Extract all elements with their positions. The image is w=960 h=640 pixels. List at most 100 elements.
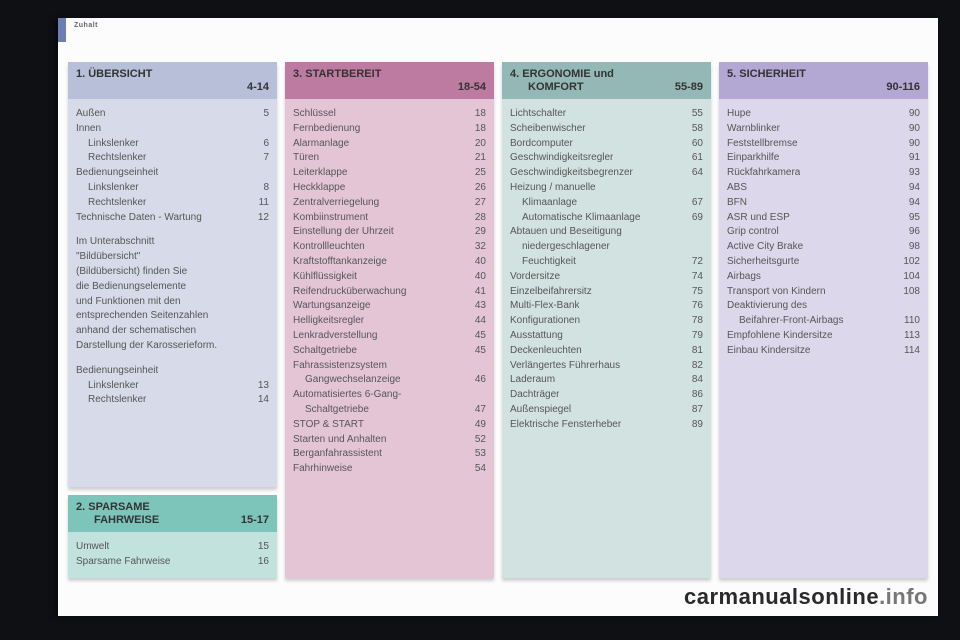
panel-title-2: KOMFORT — [510, 81, 584, 93]
toc-page: 47 — [469, 403, 486, 418]
toc-page: 67 — [686, 196, 703, 211]
toc-page: 64 — [686, 166, 703, 181]
panel-uebersicht: 1. ÜBERSICHT 4-14 Außen5InnenLinkslenker… — [68, 62, 277, 487]
toc-page: 84 — [686, 373, 703, 388]
toc-row: Kontrollleuchten32 — [293, 240, 486, 255]
toc-page: 20 — [469, 137, 486, 152]
toc-page: 8 — [257, 181, 269, 196]
toc-page: 90 — [903, 122, 920, 137]
toc-row: Kombiinstrument 28 — [293, 211, 486, 226]
toc-row: Lichtschalter55 — [510, 107, 703, 122]
toc-page: 26 — [469, 181, 486, 196]
toc-label: Reifendrucküberwachung — [293, 285, 406, 300]
panel-head: 3. STARTBEREIT 18-54 — [285, 62, 494, 99]
toc-label: ASR und ESP — [727, 211, 790, 226]
toc-page: 90 — [903, 137, 920, 152]
toc-row: Feuchtigkeit72 — [510, 255, 703, 270]
toc-label: Kontrollleuchten — [293, 240, 365, 255]
toc-page: 29 — [469, 225, 486, 240]
toc-label: Laderaum — [510, 373, 555, 388]
toc-label: STOP & START — [293, 418, 364, 433]
toc-label: Lenkradverstellung — [293, 329, 378, 344]
panel-body: Umwelt15Sparsame Fahrweise16 — [68, 532, 277, 578]
toc-page: 69 — [686, 211, 703, 226]
toc-page: 21 — [469, 151, 486, 166]
toc-page: 11 — [253, 196, 269, 211]
toc-label: Airbags — [727, 270, 761, 285]
toc-row: Heizung / manuelle — [510, 181, 703, 196]
toc-label: Warnblinker — [727, 122, 780, 137]
toc-row: Multi-Flex-Bank76 — [510, 299, 703, 314]
toc-label: Schlüssel — [293, 107, 336, 122]
panel-range: 90-116 — [727, 81, 920, 93]
toc-page: 28 — [469, 211, 486, 226]
toc-row: Feststellbremse90 — [727, 137, 920, 152]
toc-label: Außen — [76, 107, 105, 122]
toc-row: Technische Daten - Wartung12 — [76, 211, 269, 226]
toc-row: Reifendrucküberwachung41 — [293, 285, 486, 300]
toc-label: Linkslenker — [76, 137, 139, 152]
toc-row: Vordersitze 74 — [510, 270, 703, 285]
toc-page: 40 — [469, 255, 486, 270]
toc-row: Linkslenker6 — [76, 137, 269, 152]
toc-row: Deaktivierung des — [727, 299, 920, 314]
toc-label: Kombiinstrument — [293, 211, 368, 226]
para-line: entsprechenden Seitenzahlen — [76, 309, 269, 324]
toc-page — [697, 181, 703, 196]
toc-page: 61 — [686, 151, 703, 166]
toc-row: Deckenleuchten81 — [510, 344, 703, 359]
toc-row: Linkslenker8 — [76, 181, 269, 196]
toc-label: Deckenleuchten — [510, 344, 582, 359]
toc-page: 72 — [686, 255, 703, 270]
panel-head: 1. ÜBERSICHT 4-14 — [68, 62, 277, 99]
toc-label: Vordersitze — [510, 270, 560, 285]
toc-row: niedergeschlagener — [510, 240, 703, 255]
toc-page: 44 — [469, 314, 486, 329]
toc-row: Automatische Klimaanlage69 — [510, 211, 703, 226]
toc-row: Rechtslenker11 — [76, 196, 269, 211]
toc-label: Lichtschalter — [510, 107, 566, 122]
watermark: carmanualsonline.info — [684, 584, 928, 610]
toc-page: 13 — [252, 379, 269, 394]
toc-page: 53 — [469, 447, 486, 462]
col-3: 4. ERGONOMIE und KOMFORT 55-89 Lichtscha… — [502, 62, 711, 578]
toc-row: Innen — [76, 122, 269, 137]
panel-title-2: FAHRWEISE — [76, 514, 159, 526]
toc-page: 86 — [686, 388, 703, 403]
toc-row: Fahrhinweise54 — [293, 462, 486, 477]
toc-paragraph: Im Unterabschnitt"Bildübersicht"(Bildübe… — [76, 235, 269, 353]
toc-label: Schaltgetriebe — [293, 403, 369, 418]
toc-label: Hupe — [727, 107, 751, 122]
toc-label: Einstellung der Uhrzeit — [293, 225, 394, 240]
toc-label: Rechtslenker — [76, 151, 146, 166]
toc-row: Geschwindigkeitsregler61 — [510, 151, 703, 166]
toc-page: 74 — [686, 270, 703, 285]
toc-row: Abtauen und Beseitigung — [510, 225, 703, 240]
panel-body: Hupe 90 Warnblinker 90Feststellbremse90Einp… — [719, 99, 928, 578]
toc-label: Bordcomputer — [510, 137, 573, 152]
watermark-main: carmanualsonline — [684, 584, 879, 609]
columns: 1. ÜBERSICHT 4-14 Außen5InnenLinkslenker… — [68, 62, 928, 578]
toc-row: Dachträger 86 — [510, 388, 703, 403]
toc-row: Warnblinker 90 — [727, 122, 920, 137]
toc-page: 43 — [469, 299, 486, 314]
toc-label: Elektrische Fensterheber — [510, 418, 621, 433]
toc-label: BFN — [727, 196, 747, 211]
panel-sicherheit: 5. SICHERHEIT 90-116 Hupe90Warnblinker90… — [719, 62, 928, 578]
toc-page: 14 — [252, 393, 269, 408]
toc-label: Einparkhilfe — [727, 151, 779, 166]
col-4: 5. SICHERHEIT 90-116 Hupe90Warnblinker90… — [719, 62, 928, 578]
toc-label: Kühlflüssigkeit — [293, 270, 357, 285]
toc-page: 79 — [686, 329, 703, 344]
toc-label: Leiterklappe — [293, 166, 347, 181]
toc-row: Bedienungseinheit — [76, 166, 269, 181]
toc-label: Sicherheitsgurte — [727, 255, 799, 270]
toc-label: Dachträger — [510, 388, 559, 403]
toc-row: Umwelt15 — [76, 540, 269, 555]
para-line: Im Unterabschnitt — [76, 235, 269, 250]
toc-page — [697, 240, 703, 255]
toc-row: Einzelbeifahrersitz75 — [510, 285, 703, 300]
para-line: anhand der schematischen — [76, 324, 269, 339]
toc-page: 45 — [469, 344, 486, 359]
toc-page: 94 — [903, 196, 920, 211]
